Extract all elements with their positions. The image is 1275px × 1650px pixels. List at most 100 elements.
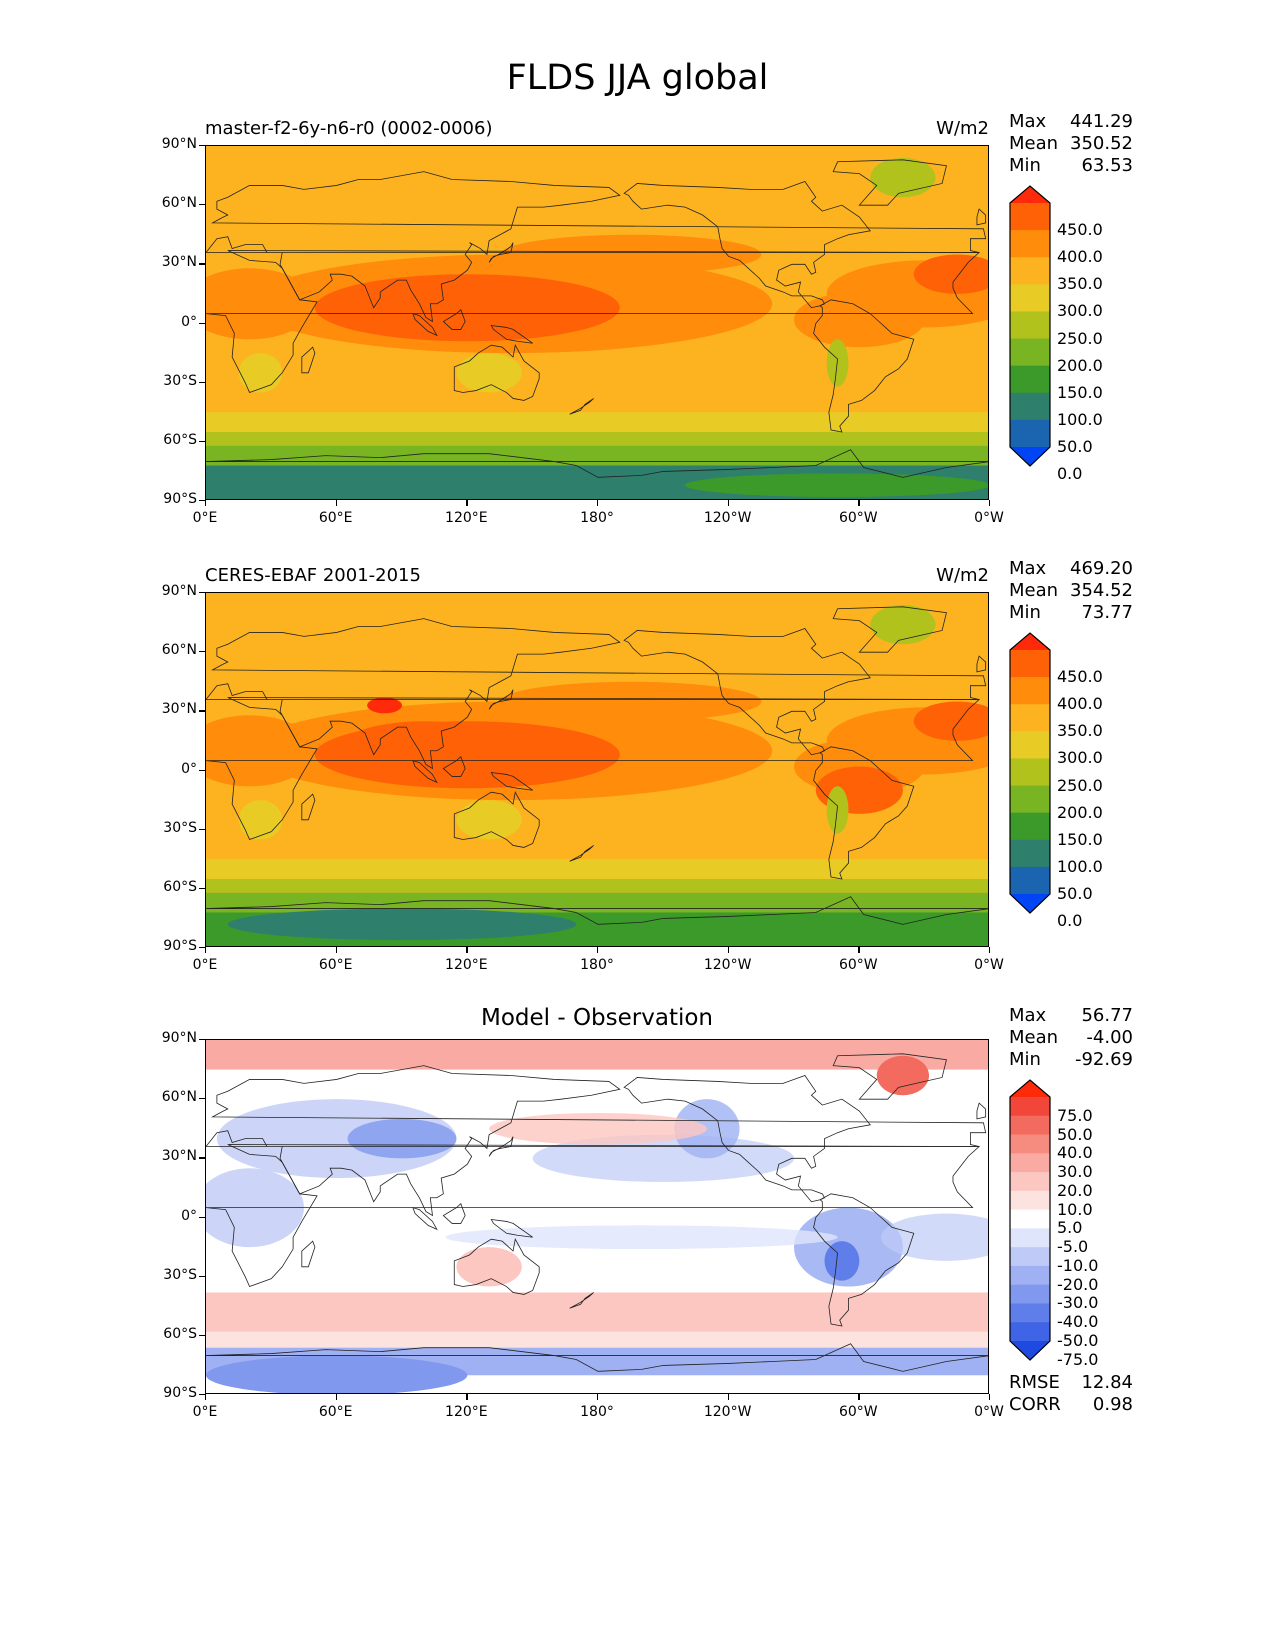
lat-tick-label: 30°N [161,701,197,718]
lon-tick-label: 60°W [838,510,878,526]
colorbar-tick-label: 250.0 [1057,775,1103,795]
lon-tick-label: 180° [580,510,614,526]
lat-tick-label: 30°S [163,819,197,836]
colorbar-bin [1010,1209,1050,1229]
colorbar-tick-label: 200.0 [1057,355,1103,375]
lon-tick [858,1394,860,1400]
lat-tick [199,1098,205,1100]
stat-min-label: Min [1009,155,1041,176]
stat-min: Min 73.77 [1009,602,1133,624]
stat-mean: Mean 354.52 [1009,580,1133,602]
colorbar [1009,1079,1051,1361]
units-label: W/m2 [936,565,989,586]
colorbar-bin [1010,1284,1050,1304]
stat-max-value: 56.77 [1081,1005,1133,1026]
metric-corr-label: CORR [1009,1394,1061,1415]
colorbar-bin [1010,1115,1050,1136]
colorbar-tick-label: 300.0 [1057,301,1103,321]
colorbar-tick-label: -40.0 [1057,1312,1099,1332]
panel-title: CERES-EBAF 2001-2015 [205,565,421,586]
lat-tick-label: 90°S [163,491,197,507]
lat-tick [199,1275,205,1277]
lon-tick-label: 120°W [703,510,752,526]
lon-tick-label: 0°E [192,1404,218,1420]
colorbar-over [1010,1080,1050,1098]
stat-min-label: Min [1009,1049,1041,1070]
lat-tick [199,1394,205,1396]
lat-tick-label: 30°S [163,372,197,389]
lon-tick-label: 120°W [703,1404,752,1420]
colorbar-bin [1010,1303,1050,1323]
colorbar-over [1010,633,1050,651]
field-diff [206,1040,988,1393]
stat-max-value: 469.20 [1070,558,1133,579]
lon-tick [989,1394,991,1400]
lat-tick [199,651,205,653]
lat-tick-label: 90°N [161,136,197,152]
colorbar-over [1010,186,1050,204]
field-obs [206,593,988,946]
colorbar-bin [1010,419,1050,448]
colorbar-outline [1009,632,1051,914]
lon-tick [727,500,729,506]
colorbar-tick-label: 150.0 [1057,829,1103,849]
metric-rmse-value: 12.84 [1081,1372,1133,1393]
stat-max: Max 469.20 [1009,558,1133,580]
panel-title: Model - Observation [480,1005,714,1031]
figure-title: FLDS JJA global [506,58,769,98]
colorbar-tick-label: -20.0 [1057,1274,1099,1294]
lon-tick [335,1394,337,1400]
colorbar-tick-label: 40.0 [1057,1143,1093,1163]
lat-tick [199,887,205,890]
stat-max: Max 441.29 [1009,111,1133,133]
colorbar-bin [1010,758,1050,787]
panel-title: master-f2-6y-n6-r0 (0002-0006) [205,118,493,139]
colorbar-bin [1010,338,1050,367]
lon-tick-label: 180° [580,957,614,973]
lon-tick [727,1394,729,1400]
stat-mean-label: Mean [1009,580,1059,601]
colorbar-bin [1010,785,1050,814]
stat-min: Min 63.53 [1009,155,1133,177]
lat-tick [199,322,205,324]
colorbar-under [1010,894,1050,913]
stat-max-label: Max [1009,558,1047,579]
metrics-box: RMSE 12.84 CORR 0.98 [1009,1372,1133,1416]
colorbar-tick-label: 100.0 [1057,409,1103,429]
lat-tick-label: 0° [181,1207,197,1224]
colorbar-bin [1010,704,1050,732]
stat-mean-label: Mean [1009,1027,1059,1048]
colorbar-bin [1010,1097,1050,1117]
lat-tick [199,263,205,265]
colorbar-bin [1010,1228,1050,1248]
lat-tick [199,1334,205,1337]
lon-tick [858,500,860,506]
colorbar-tick-label: 100.0 [1057,856,1103,876]
colorbar-tick-label: -5.0 [1057,1237,1089,1257]
stat-min-value: 63.53 [1081,155,1133,176]
lon-tick-label: 60°W [838,957,878,973]
stat-max-label: Max [1009,111,1047,132]
colorbar-bin [1010,839,1050,868]
lon-tick-label: 120°E [445,1404,488,1420]
lon-tick-label: 180° [580,1404,614,1420]
colorbar [1009,185,1051,467]
lat-tick [199,145,205,147]
map-obs [205,592,989,947]
colorbar-tick-label: 0.0 [1057,911,1083,931]
stat-mean-value: 354.52 [1070,580,1133,601]
colorbar-bin [1010,1322,1050,1342]
colorbar-tick-label: 150.0 [1057,382,1103,402]
units-label: W/m2 [936,118,989,139]
lon-tick-label: 0°W [974,510,1004,526]
lon-tick-label: 0°W [974,1404,1004,1420]
lat-tick-label: 0° [181,313,197,330]
map-model [205,145,989,500]
colorbar-tick-label: 350.0 [1057,274,1103,294]
lon-tick [335,947,337,953]
colorbar-tick-label: 450.0 [1057,667,1103,687]
lon-tick [989,947,991,953]
stat-max-label: Max [1009,1005,1047,1026]
colorbar-tick-label: 50.0 [1057,437,1093,456]
colorbar-bin [1010,1134,1050,1154]
